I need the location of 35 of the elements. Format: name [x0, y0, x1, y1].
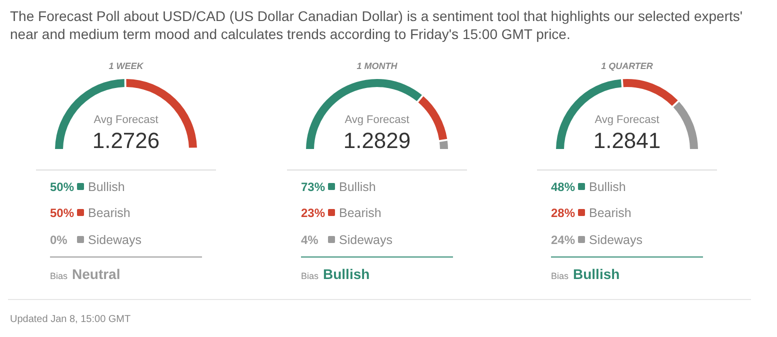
data-label: 28%: [551, 206, 576, 220]
data-label: 23%: [300, 206, 325, 220]
chart-title: 1 MONTH: [356, 61, 398, 71]
legend-label: Bullish: [589, 180, 626, 194]
legend-label: Sideways: [88, 233, 142, 247]
legend-label: Bearish: [589, 206, 632, 220]
text: Neutral: [72, 266, 120, 282]
data-label: 4%: [300, 233, 318, 247]
data-label: 48%: [551, 180, 576, 194]
text: Avg Forecast: [344, 114, 409, 126]
data-label: 50%: [50, 206, 74, 220]
text: 1.2829: [342, 128, 410, 153]
chart-title: 1 WEEK: [108, 61, 145, 71]
data-label: 24%: [551, 233, 576, 247]
text: Bullish: [573, 266, 620, 282]
text: Updated Jan 8, 15:00 GMT: [10, 314, 131, 325]
text: Bias: [551, 271, 570, 281]
text: Bias: [300, 271, 319, 281]
chart-title: 1 QUARTER: [601, 61, 654, 71]
legend-label: Bearish: [338, 206, 381, 220]
legend-label: Sideways: [589, 233, 642, 247]
text: Bias: [50, 271, 68, 281]
text: 0%: [50, 233, 68, 247]
legend-label: Bearish: [88, 206, 130, 220]
text: Avg Forecast: [594, 114, 660, 126]
text: Avg Forecast: [94, 114, 158, 126]
text: The Forecast Poll about USD/CAD (US Dollar Canadian Dollar) is a sentiment tool that highlights our selected experts' near and medium term mood and calculates trends according to Friday's 15:00 GMT price.: [10, 7, 744, 43]
text: 1.2726: [92, 128, 160, 153]
data-label: 50%: [50, 180, 74, 194]
legend-label: Bullish: [338, 180, 376, 194]
legend-label: Sideways: [338, 233, 392, 247]
text: Bullish: [322, 266, 370, 282]
data-label: 73%: [300, 180, 325, 194]
legend-label: Bullish: [88, 180, 125, 194]
text: 1.2841: [593, 128, 661, 153]
